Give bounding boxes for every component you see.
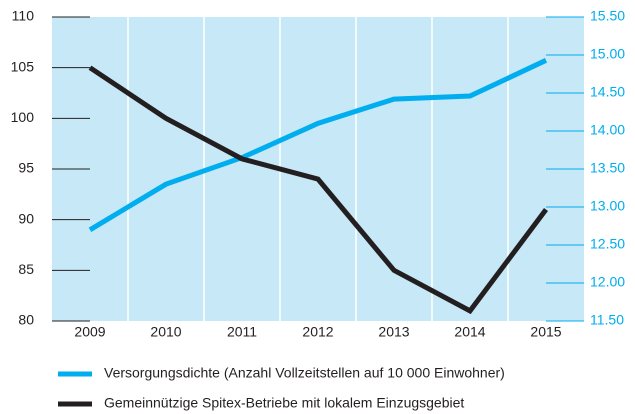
legend-label: Versorgungsdichte (Anzahl Vollzeitstelle…: [104, 365, 505, 381]
y-tick-label: 110: [12, 8, 35, 24]
y-tick-label: 95: [18, 160, 34, 176]
legend-label: Gemeinnützige Spitex-Betriebe mit lokale…: [104, 395, 464, 411]
plot-background: [52, 17, 584, 321]
x-tick-label: 2009: [74, 324, 105, 340]
y2-tick-label: 14.00: [590, 122, 625, 138]
y-tick-label: 85: [18, 261, 34, 277]
y2-tick-label: 12.00: [590, 274, 625, 290]
x-tick-label: 2011: [227, 324, 257, 340]
x-tick-label: 2014: [454, 324, 485, 340]
x-tick-label: 2010: [150, 324, 181, 340]
y-tick-label: 100: [11, 109, 35, 125]
line: [88, 58, 548, 232]
y-tick-label: 90: [18, 210, 34, 226]
y2-tick-label: 13.00: [590, 198, 625, 214]
x-tick-label: 2015: [530, 324, 561, 340]
y2-tick-label: 15.50: [590, 8, 625, 24]
y2-tick-label: 12.50: [590, 236, 625, 252]
x-tick-label: 2013: [378, 324, 409, 340]
y-tick-label: 105: [11, 58, 35, 74]
x-tick-label: 2012: [302, 324, 333, 340]
line: [88, 65, 549, 315]
y2-tick-label: 13.50: [590, 160, 625, 176]
y2-tick-label: 11.50: [590, 312, 624, 328]
y2-tick-label: 14.50: [590, 84, 625, 100]
y-tick-label: 80: [18, 312, 34, 328]
y2-tick-label: 15.00: [590, 46, 625, 62]
